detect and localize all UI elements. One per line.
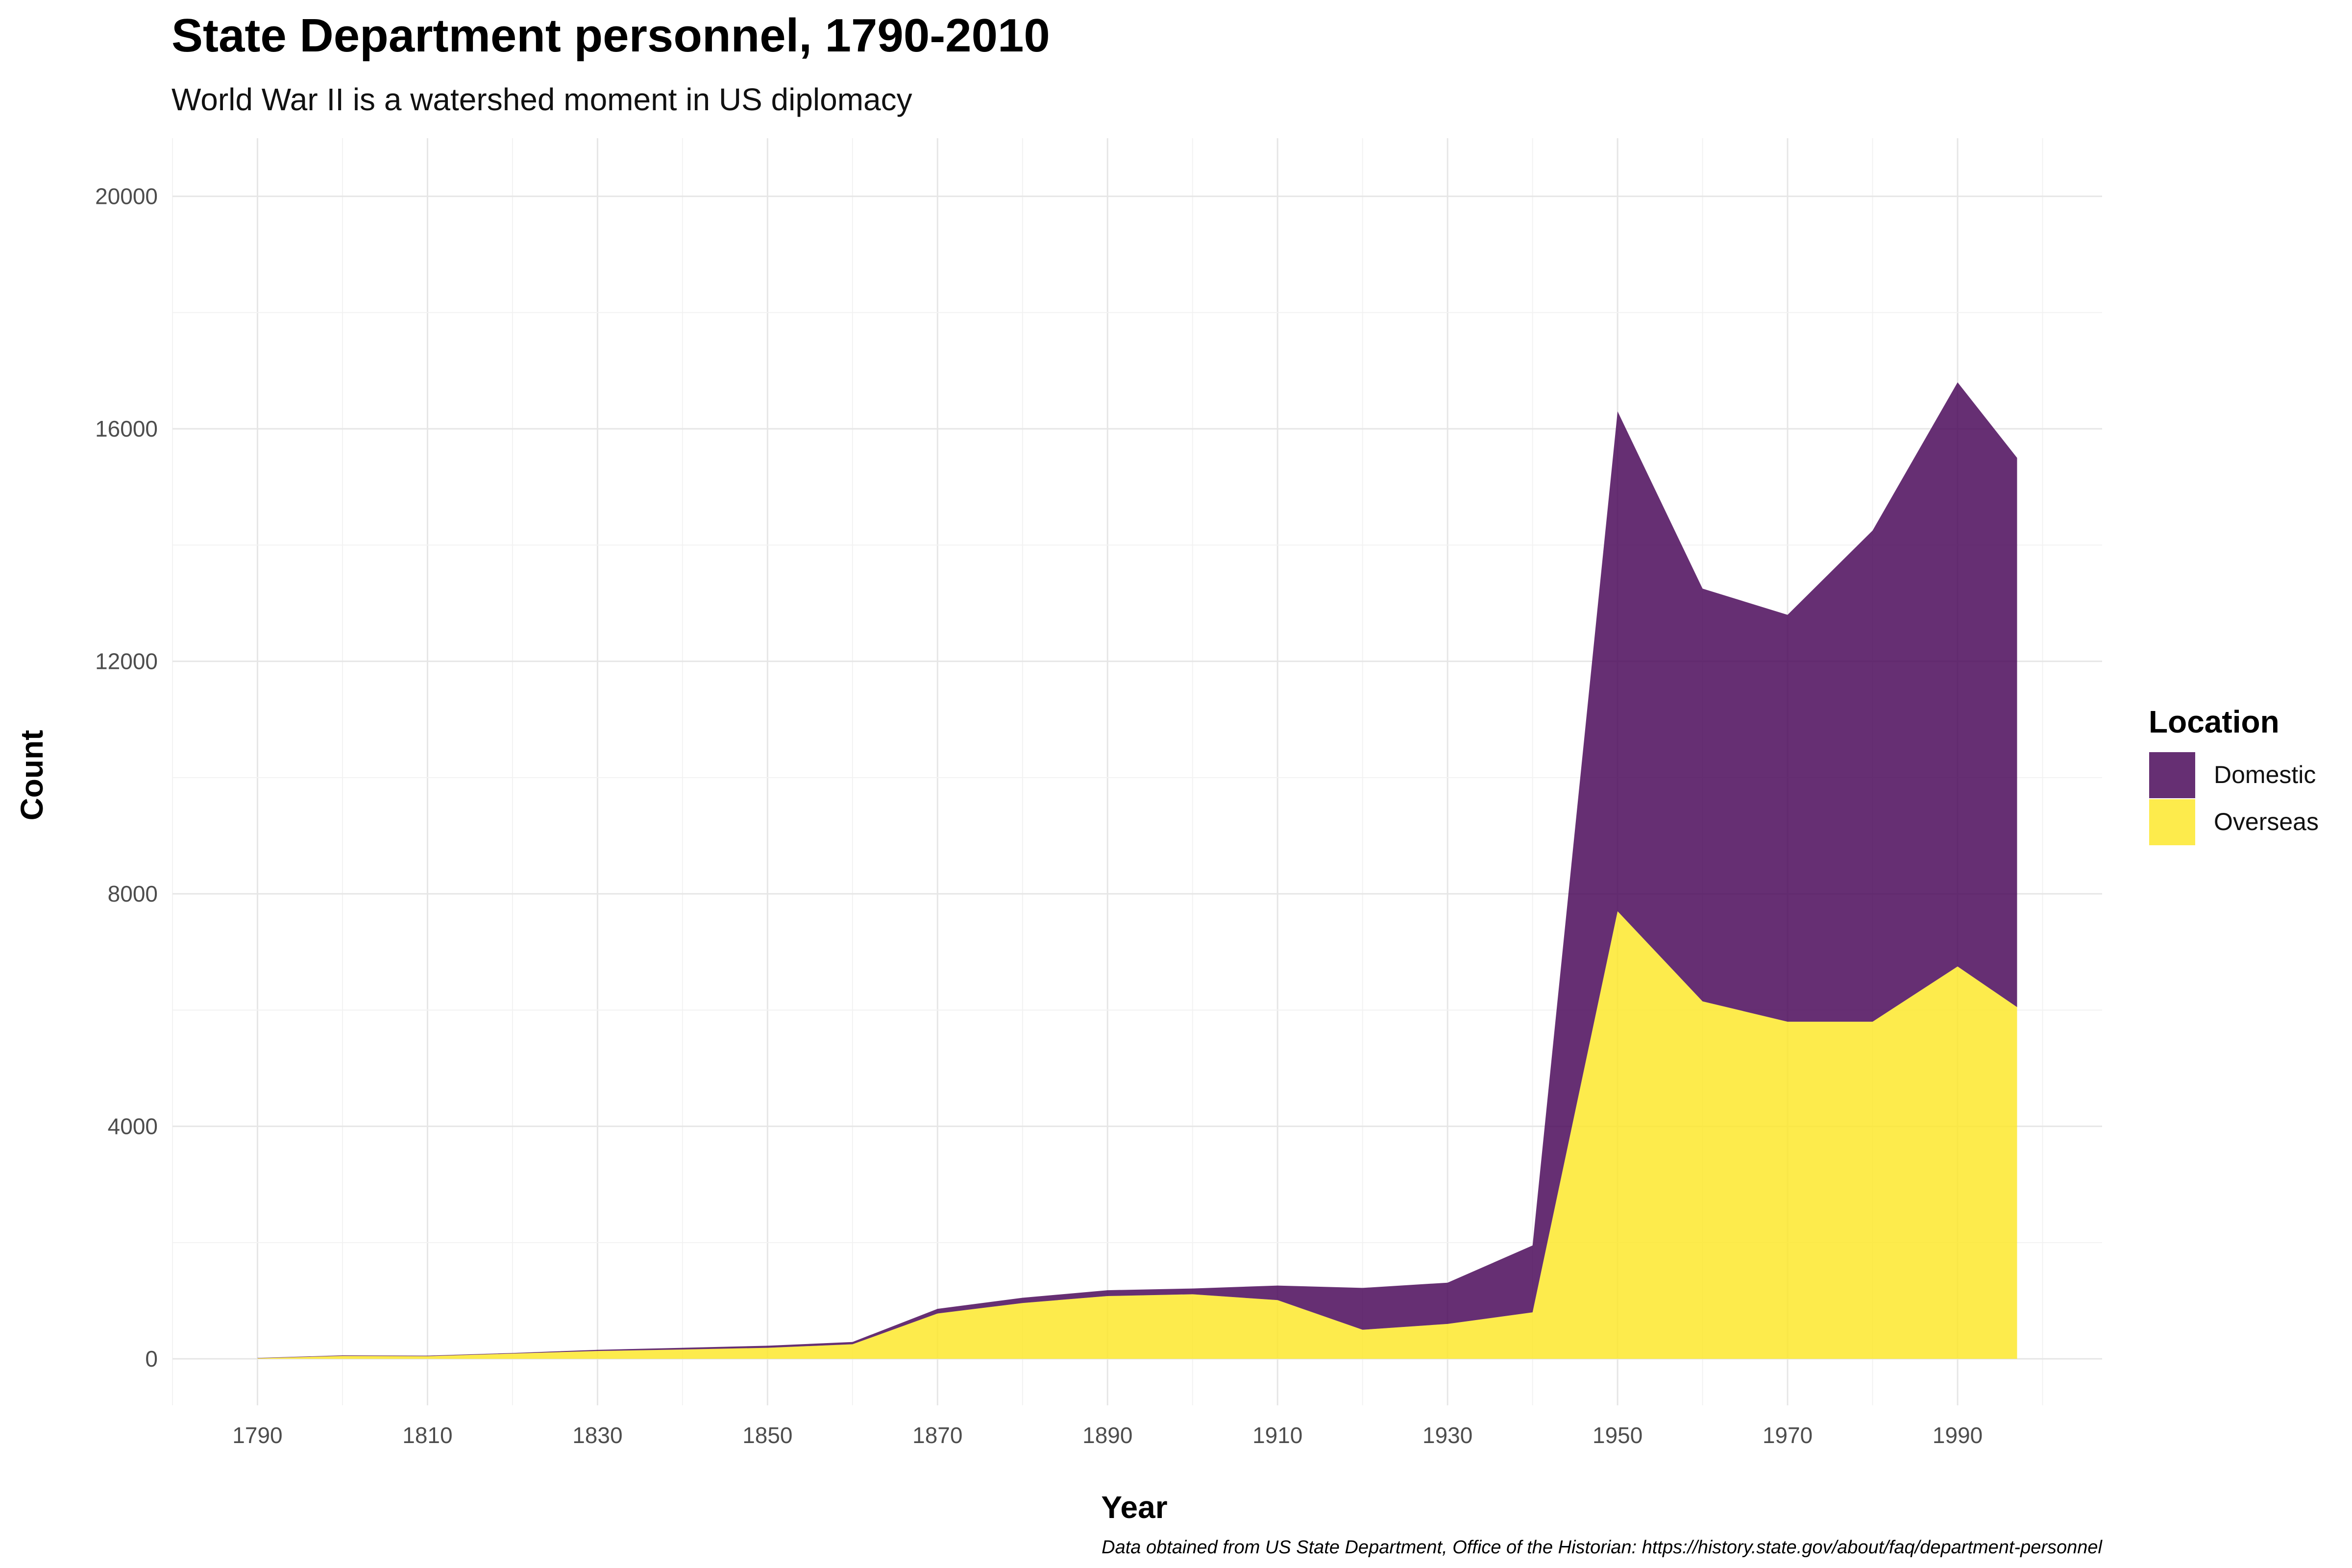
x-tick-label: 1990 bbox=[1933, 1422, 1983, 1448]
legend-label-overseas: Overseas bbox=[2214, 808, 2319, 835]
y-tick-label: 20000 bbox=[95, 184, 158, 209]
legend-label-domestic: Domestic bbox=[2214, 761, 2316, 788]
legend-swatch-domestic bbox=[2148, 751, 2196, 799]
x-tick-label: 1870 bbox=[912, 1422, 962, 1448]
area-overseas bbox=[257, 911, 2017, 1359]
x-tick-label: 1910 bbox=[1252, 1422, 1302, 1448]
x-axis-tick-labels: 1790 1810 1830 1850 1870 1890 1910 1930 1950 1970… bbox=[232, 1422, 1983, 1448]
chart-caption: Data obtained from US State Department, … bbox=[1102, 1537, 2103, 1558]
chart-subtitle: World War II is a watershed moment in US… bbox=[172, 82, 912, 117]
y-axis-tick-labels: 0 4000 8000 12000 16000 20000 bbox=[95, 184, 158, 1372]
legend-swatch-overseas bbox=[2148, 798, 2196, 846]
x-axis-title: Year bbox=[1101, 1490, 1167, 1525]
x-tick-label: 1970 bbox=[1763, 1422, 1813, 1448]
x-tick-label: 1850 bbox=[742, 1422, 792, 1448]
area-domestic bbox=[257, 382, 2017, 1358]
stacked-areas bbox=[257, 382, 2017, 1359]
x-tick-label: 1890 bbox=[1082, 1422, 1132, 1448]
y-tick-label: 0 bbox=[145, 1346, 158, 1372]
y-tick-label: 4000 bbox=[108, 1114, 158, 1139]
y-tick-label: 16000 bbox=[95, 416, 158, 441]
y-axis-title: Count bbox=[14, 730, 49, 821]
legend-title: Location bbox=[2149, 704, 2279, 739]
legend-items: Domestic Overseas bbox=[2148, 751, 2319, 846]
x-tick-label: 1790 bbox=[232, 1422, 282, 1448]
legend: Location Domestic Overseas bbox=[2148, 704, 2319, 846]
x-tick-label: 1950 bbox=[1592, 1422, 1642, 1448]
y-tick-label: 8000 bbox=[108, 881, 158, 906]
chart-title: State Department personnel, 1790-2010 bbox=[172, 9, 1050, 62]
y-tick-label: 12000 bbox=[95, 649, 158, 674]
x-tick-label: 1930 bbox=[1422, 1422, 1472, 1448]
x-tick-label: 1810 bbox=[402, 1422, 452, 1448]
x-tick-label: 1830 bbox=[572, 1422, 622, 1448]
